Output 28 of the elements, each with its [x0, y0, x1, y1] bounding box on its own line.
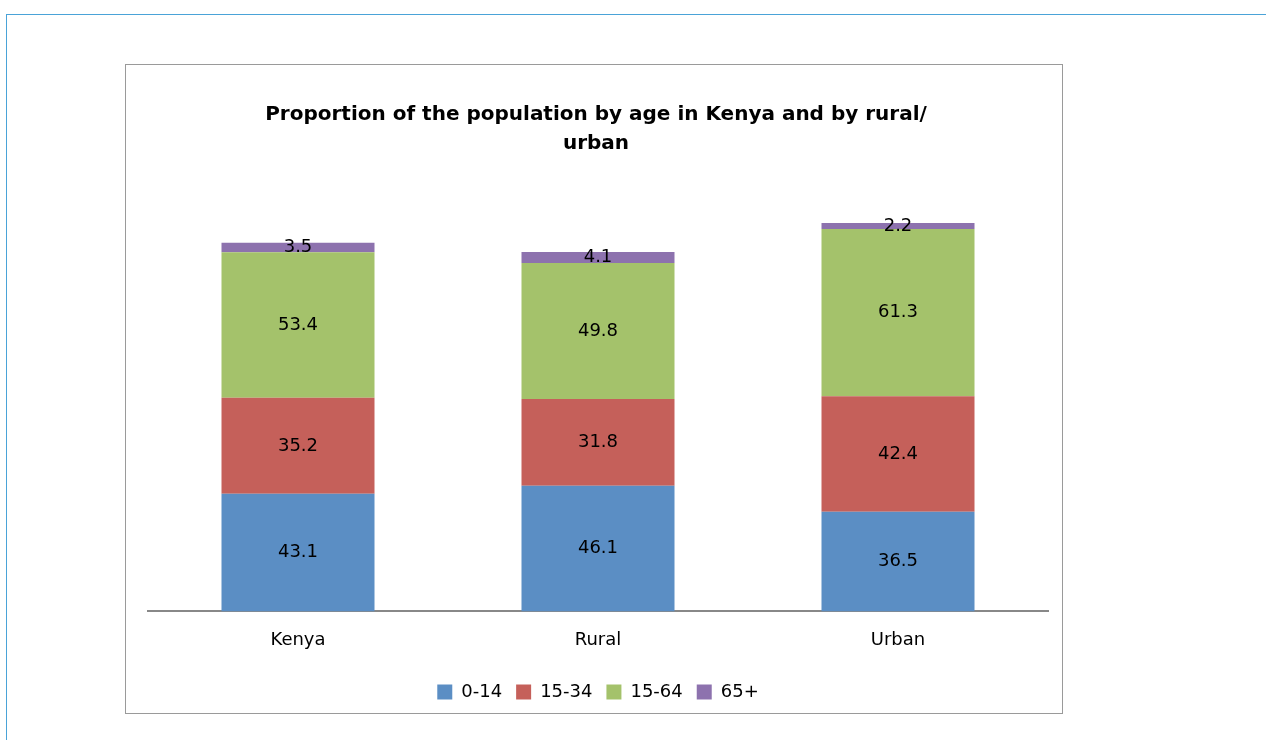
data-label: 31.8	[577, 429, 619, 451]
x-tick-label: Rural	[574, 627, 622, 649]
bar	[521, 251, 675, 264]
bar	[221, 493, 375, 612]
data-label: 61.3	[877, 300, 919, 322]
x-tick-label: Kenya	[270, 627, 326, 649]
bar	[821, 396, 975, 512]
bar	[821, 511, 975, 612]
data-label: 49.8	[577, 318, 619, 340]
data-label: 46.1	[577, 536, 619, 558]
data-label: 43.1	[277, 540, 319, 562]
x-tick-label: Urban	[870, 627, 926, 649]
legend-label: 15-64	[630, 679, 683, 701]
bar	[521, 263, 675, 399]
data-label: 4.1	[583, 245, 613, 267]
data-label: 36.5	[877, 549, 919, 571]
legend-label: 15-34	[540, 679, 593, 701]
data-label: 42.4	[877, 441, 919, 463]
bar	[221, 252, 375, 398]
data-label: 35.2	[277, 433, 319, 455]
legend-label: 65+	[720, 679, 759, 701]
bar	[521, 485, 675, 612]
bar	[821, 229, 975, 397]
data-label: 53.4	[277, 312, 319, 334]
bar	[221, 397, 375, 494]
chart-title: Proportion of the population by age in Kenya and by rural/ urban	[264, 100, 928, 156]
bar	[521, 398, 675, 486]
legend-label: 0-14	[461, 679, 503, 701]
